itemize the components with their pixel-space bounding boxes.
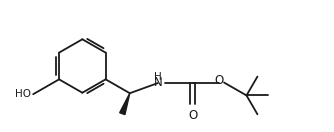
Text: HO: HO: [15, 89, 31, 99]
Text: O: O: [188, 109, 197, 122]
Text: H: H: [154, 72, 162, 82]
Text: N: N: [154, 76, 162, 89]
Text: O: O: [214, 74, 224, 87]
Polygon shape: [120, 93, 130, 115]
